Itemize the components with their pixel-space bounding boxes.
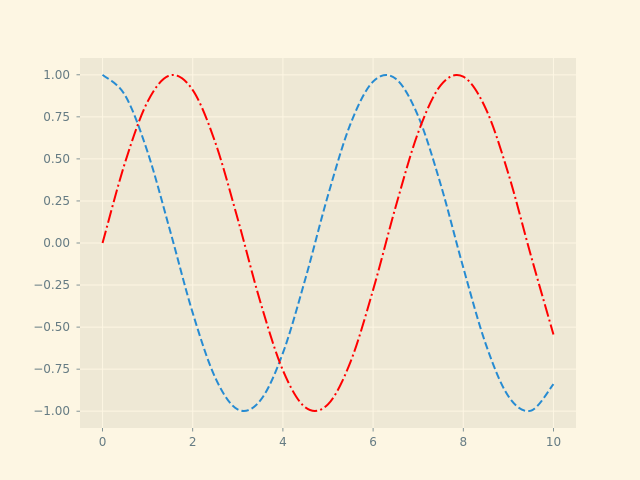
y-tick-label: 0.50 (43, 152, 70, 166)
x-tick-label: 2 (189, 435, 197, 449)
y-tick-label: 0.25 (43, 194, 70, 208)
y-tick-label: −0.50 (33, 320, 70, 334)
x-tick-label: 8 (459, 435, 467, 449)
x-tick-label: 6 (369, 435, 377, 449)
y-tick-label: 1.00 (43, 68, 70, 82)
axis-ticks: 0 2 4 6 8 10 1.00 0.75 0.50 0.25 0.00 −0.25 −0.50 −0.… (33, 68, 561, 449)
series-group (101, 73, 555, 413)
y-tick-label: 0.75 (43, 110, 70, 124)
y-tick-label: −0.75 (33, 362, 70, 376)
x-tick-label: 10 (546, 435, 561, 449)
x-tick-label: 4 (279, 435, 287, 449)
x-tick-label: 0 (99, 435, 107, 449)
y-tick-label: −1.00 (33, 404, 70, 418)
y-tick-label: −0.25 (33, 278, 70, 292)
grid (80, 58, 576, 428)
series-line-cos (101, 74, 555, 413)
series-line-sin (101, 73, 555, 412)
y-tick-label: 0.00 (43, 236, 70, 250)
